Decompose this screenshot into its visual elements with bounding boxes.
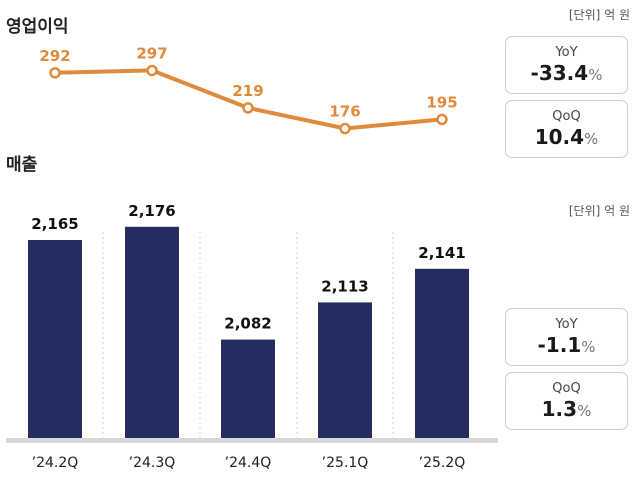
op-profit-point: [339, 122, 351, 135]
revenue-value-label: 2,082: [224, 315, 271, 333]
op-profit-point: [242, 102, 254, 114]
revenue-value-label: 2,113: [321, 277, 368, 295]
revenue-bar: [221, 339, 275, 438]
x-tick-label: ’24.4Q: [225, 455, 272, 471]
revenue-value-label: 2,141: [418, 244, 465, 262]
revenue-value-label: 2,176: [128, 202, 175, 220]
op-profit-value-label: 176: [329, 103, 360, 121]
qoq-value: 1.3%: [541, 397, 592, 421]
op-profit-value-label: 195: [426, 93, 457, 111]
revenue-unit-label: [단위] 억 원: [568, 204, 630, 218]
op-profit-yoy-card: YoY -33.4%: [505, 36, 628, 94]
yoy-label: YoY: [555, 317, 578, 332]
yoy-label: YoY: [555, 45, 578, 60]
x-tick-label: ’25.2Q: [419, 455, 466, 471]
op-profit-value-label: 219: [232, 82, 263, 100]
revenue-value-label: 2,165: [31, 215, 78, 233]
revenue-bar: [125, 226, 179, 438]
op-profit-point: [436, 113, 448, 126]
op-profit-value-label: 297: [136, 44, 167, 62]
revenue-qoq-card: QoQ 1.3%: [505, 372, 628, 430]
op-profit-point: [49, 67, 61, 79]
op-profit-point: [146, 64, 158, 77]
op-profit-unit-label: [단위] 억 원: [568, 8, 630, 22]
op-profit-value-label: 292: [39, 47, 70, 65]
yoy-value: -33.4%: [530, 61, 603, 85]
qoq-value: 10.4%: [534, 125, 599, 149]
x-tick-label: ’24.2Q: [32, 455, 79, 471]
x-axis-baseline: [6, 438, 498, 443]
x-tick-label: ’24.3Q: [129, 455, 176, 471]
qoq-label: QoQ: [552, 381, 581, 396]
yoy-value: -1.1%: [537, 333, 596, 357]
revenue-bar: [318, 302, 372, 438]
revenue-title: 매출: [6, 155, 38, 175]
x-tick-label: ’25.1Q: [322, 455, 369, 471]
qoq-label: QoQ: [552, 109, 581, 124]
revenue-bar: [28, 240, 82, 438]
revenue-bar: [415, 268, 469, 438]
revenue-yoy-card: YoY -1.1%: [505, 308, 628, 366]
op-profit-title: 영업이익: [6, 17, 69, 37]
op-profit-qoq-card: QoQ 10.4%: [505, 100, 628, 158]
